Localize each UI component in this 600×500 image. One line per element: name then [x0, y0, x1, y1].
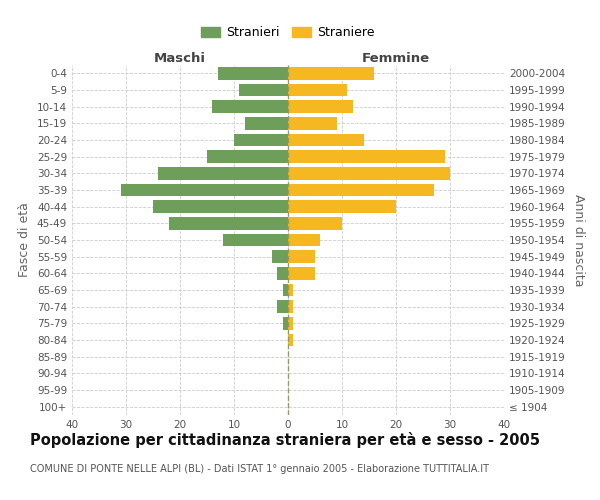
- Bar: [288, 100, 353, 113]
- Bar: [288, 334, 293, 346]
- Bar: [158, 167, 288, 179]
- Bar: [218, 67, 288, 80]
- Bar: [288, 134, 364, 146]
- Bar: [288, 67, 374, 80]
- Bar: [277, 300, 288, 313]
- Bar: [288, 317, 293, 330]
- Bar: [223, 234, 288, 246]
- Bar: [288, 217, 342, 230]
- Bar: [245, 117, 288, 130]
- Bar: [153, 200, 288, 213]
- Bar: [288, 84, 347, 96]
- Bar: [288, 234, 320, 246]
- Bar: [288, 167, 450, 179]
- Bar: [234, 134, 288, 146]
- Bar: [283, 284, 288, 296]
- Bar: [121, 184, 288, 196]
- Text: COMUNE DI PONTE NELLE ALPI (BL) - Dati ISTAT 1° gennaio 2005 - Elaborazione TUTT: COMUNE DI PONTE NELLE ALPI (BL) - Dati I…: [30, 464, 489, 474]
- Y-axis label: Fasce di età: Fasce di età: [19, 202, 31, 278]
- Bar: [288, 150, 445, 163]
- Bar: [212, 100, 288, 113]
- Bar: [288, 184, 434, 196]
- Bar: [277, 267, 288, 280]
- Legend: Stranieri, Straniere: Stranieri, Straniere: [197, 22, 379, 43]
- Y-axis label: Anni di nascita: Anni di nascita: [572, 194, 585, 286]
- Text: Popolazione per cittadinanza straniera per età e sesso - 2005: Popolazione per cittadinanza straniera p…: [30, 432, 540, 448]
- Bar: [288, 250, 315, 263]
- Bar: [288, 200, 396, 213]
- Bar: [272, 250, 288, 263]
- Bar: [288, 267, 315, 280]
- Bar: [288, 284, 293, 296]
- Bar: [207, 150, 288, 163]
- Text: Femmine: Femmine: [362, 52, 430, 65]
- Bar: [288, 300, 293, 313]
- Bar: [283, 317, 288, 330]
- Bar: [169, 217, 288, 230]
- Bar: [288, 117, 337, 130]
- Text: Maschi: Maschi: [154, 52, 206, 65]
- Bar: [239, 84, 288, 96]
